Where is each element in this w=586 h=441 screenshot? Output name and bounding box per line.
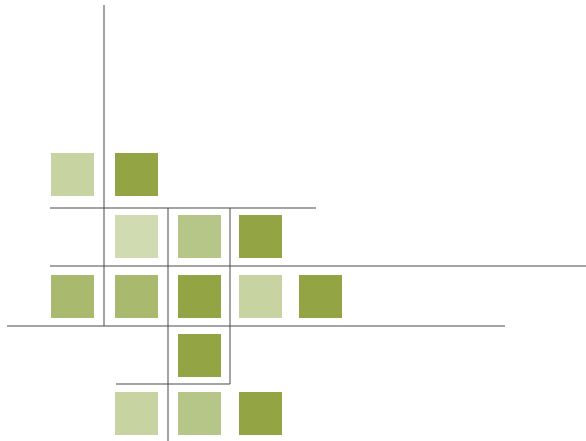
tile-r2-c3 [178, 215, 221, 258]
tile-r2-c2 [115, 215, 158, 258]
tile-r5-c2 [115, 392, 158, 435]
tile-r3-c1 [51, 275, 94, 318]
tile-r3-c2 [115, 275, 158, 318]
tile-r1-c1 [51, 153, 94, 196]
tile-r3-c3 [178, 275, 221, 318]
tile-r4-c3 [178, 334, 221, 377]
tile-r3-c4 [239, 275, 282, 318]
tile-r1-c2 [115, 153, 158, 196]
tile-r5-c3 [178, 392, 221, 435]
tile-r3-c5 [299, 275, 342, 318]
tile-group [51, 153, 342, 435]
tile-r5-c4 [239, 392, 282, 435]
tile-r2-c4 [239, 215, 282, 258]
grid-lines [7, 5, 586, 441]
